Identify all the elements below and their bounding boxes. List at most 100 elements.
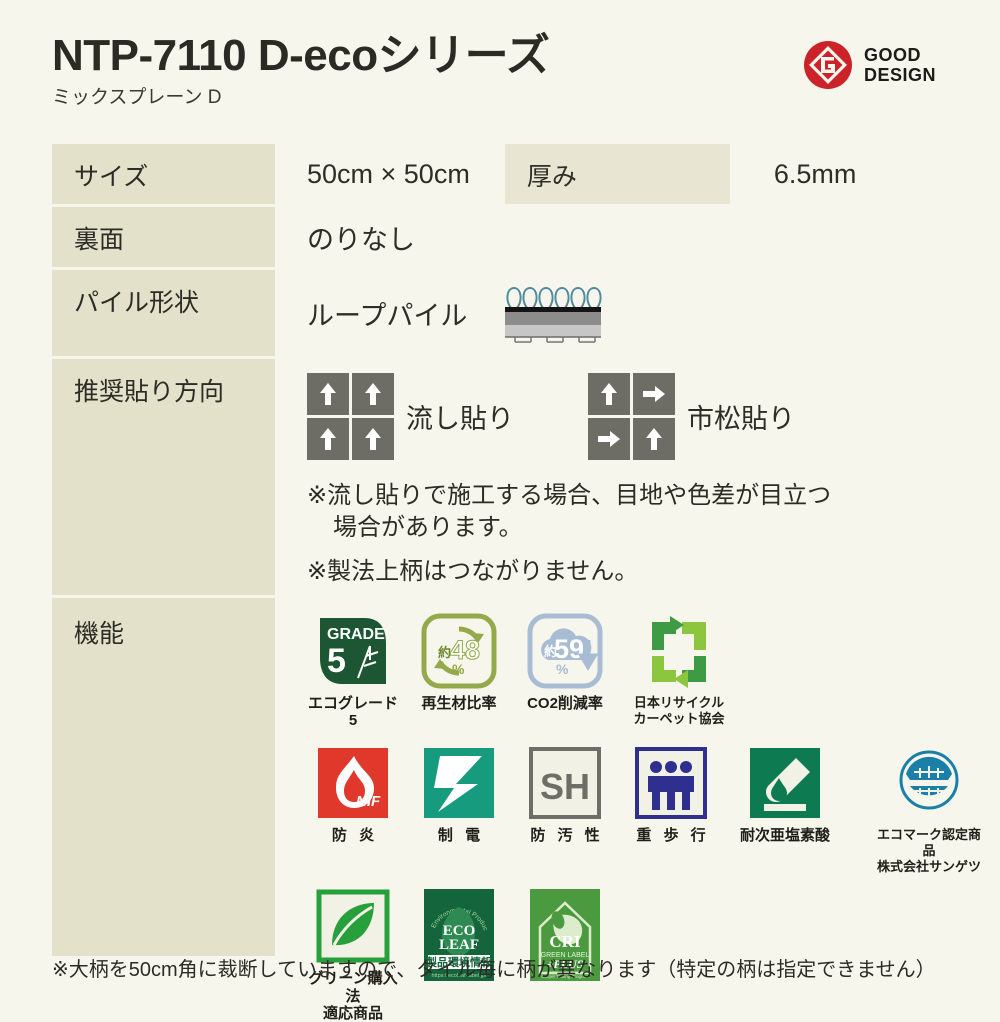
table-row-backing: 裏面 のりなし — [52, 207, 952, 267]
svg-text:製品環境情報: 製品環境情報 — [425, 955, 493, 969]
function-badge-co2-reduction: 約 59 % CO2削減率 — [519, 612, 611, 712]
row-label-size: サイズ — [52, 144, 275, 204]
tile-grid-monolithic — [307, 373, 394, 460]
pile-value: ループパイル — [307, 300, 468, 331]
function-caption: 再生材比率 — [421, 695, 497, 712]
flame-retardant-nif-badge-icon: NIF — [318, 747, 388, 818]
table-row-size: サイズ 50cm × 50cm 厚み 6.5mm — [52, 144, 952, 204]
function-caption: 制 電 — [437, 826, 485, 844]
function-badge-hypochlorite-resistant: 耐次亜塩素酸 — [731, 744, 839, 844]
eco-mark-badge-icon — [899, 750, 959, 809]
svg-text:約: 約 — [544, 644, 557, 659]
loop-pile-diagram-icon — [505, 286, 602, 343]
direction-label-monolithic: 流し貼り — [406, 404, 514, 434]
product-spec-sheet: NTP-7110 D-ecoシリーズ ミックスプレーン D GOOD DESIG… — [52, 31, 981, 1022]
footer-note: ※大柄を50cm角に裁断していますので、タイル毎に柄が異なります（特定の柄は指定… — [52, 959, 936, 981]
good-design-mark-icon — [803, 41, 852, 89]
svg-text:59: 59 — [554, 634, 584, 664]
recycle-arrows-badge-icon — [652, 616, 706, 688]
eco-grade-5-badge-icon: GRADE 5 — [320, 618, 386, 684]
svg-text:NIF: NIF — [462, 795, 487, 812]
function-caption: 防 炎 — [331, 826, 379, 844]
function-caption: エコマーク認定商品 株式会社サンゲツ — [876, 826, 981, 875]
tile-arrow-up — [633, 418, 675, 460]
row-value-functions-group: GRADE 5 エコグレード 5 — [275, 598, 983, 1022]
function-caption: エコグレード 5 — [307, 695, 398, 730]
direction-note-2: ※製法上柄はつながりません。 — [307, 557, 639, 585]
good-design-line1: GOOD — [863, 44, 921, 65]
function-badge-cri-green-label: CRI GREEN LABEL +PLUS Indoor Air Quality… — [519, 887, 611, 988]
svg-text:CRI: CRI — [549, 932, 581, 951]
arrow-up-icon — [365, 383, 381, 405]
row-value-direction-group: 流し貼り — [275, 359, 952, 595]
arrow-up-icon — [320, 428, 336, 450]
function-caption: 日本リサイクル カーペット協会 — [633, 695, 725, 727]
tile-arrow-right — [633, 373, 675, 415]
arrow-up-icon — [646, 428, 662, 450]
row-label-direction: 推奨貼り方向 — [52, 359, 275, 595]
row-label-functions: 機能 — [52, 598, 275, 956]
spec-table: サイズ 50cm × 50cm 厚み 6.5mm 裏面 のりなし パイル形状 ル… — [52, 144, 981, 1022]
function-badges-row-2: NIF 防 炎 NIF 制 電 — [307, 744, 983, 876]
cri-green-label-plus-badge-icon: CRI GREEN LABEL +PLUS Indoor Air Quality… — [530, 889, 600, 982]
stain-resistant-sh-badge-icon: SH — [529, 746, 601, 819]
function-badge-recycle-association: 日本リサイクル カーペット協会 — [625, 612, 733, 728]
svg-text:%: % — [452, 661, 465, 677]
co2-reduction-badge-icon: 約 59 % — [527, 613, 603, 689]
direction-note-1: ※流し貼りで施工する場合、目地や色差が目立つ 場合があります。 — [307, 482, 832, 541]
size-value: 50cm × 50cm — [307, 158, 470, 189]
function-caption: CO2削減率 — [527, 695, 603, 712]
function-badge-eco-mark: エコマーク認定商品 株式会社サンゲツ — [875, 744, 983, 876]
function-caption: 重 歩 行 — [636, 826, 710, 844]
svg-text:%: % — [556, 661, 569, 677]
svg-text:GRADE: GRADE — [327, 626, 385, 643]
arrow-up-icon — [365, 428, 381, 450]
tile-arrow-up — [352, 418, 394, 460]
recycled-content-badge-icon: 約 48 % — [421, 613, 497, 689]
function-caption: 防 汚 性 — [530, 826, 604, 844]
antistatic-nif-badge-icon: NIF — [424, 747, 494, 818]
svg-text:ECO: ECO — [443, 923, 476, 939]
table-row-direction: 推奨貼り方向 — [52, 359, 952, 595]
eco-leaf-badge-icon: Environmental Product Declaration ECO LE… — [420, 887, 494, 982]
function-badge-flame-retardant: NIF 防 炎 — [307, 744, 399, 844]
row-value-pile-group: ループパイル — [275, 270, 952, 356]
green-purchasing-leaf-badge-icon — [316, 889, 390, 963]
tile-arrow-right — [588, 418, 630, 460]
svg-text:5: 5 — [327, 642, 346, 680]
function-badge-stain-resistant: SH 防 汚 性 — [519, 744, 611, 844]
tile-grid-checkerboard — [588, 373, 675, 460]
svg-text:48: 48 — [450, 635, 480, 665]
svg-text:NIF: NIF — [356, 793, 381, 810]
arrow-up-icon — [601, 383, 617, 405]
arrow-right-icon — [643, 386, 665, 402]
direction-notes: ※流し貼りで施工する場合、目地や色差が目立つ 場合があります。 ※製法上柄はつな… — [307, 480, 952, 588]
svg-text:SH: SH — [540, 766, 590, 807]
row-label-backing: 裏面 — [52, 207, 275, 267]
tile-arrow-up — [588, 373, 630, 415]
function-badge-eco-grade: GRADE 5 エコグレード 5 — [307, 612, 399, 730]
good-design-line2: DESIGN — [863, 65, 936, 85]
row-label-pile: パイル形状 — [52, 270, 275, 356]
heavy-traffic-people-badge-icon — [635, 746, 707, 819]
tile-arrow-up — [307, 373, 349, 415]
row-value-size-group: 50cm × 50cm 厚み 6.5mm — [275, 144, 952, 204]
function-caption: 耐次亜塩素酸 — [739, 826, 830, 844]
svg-text:LEAF: LEAF — [439, 937, 479, 953]
svg-text:+PLUS: +PLUS — [547, 957, 584, 971]
table-row-pile: パイル形状 ループパイル — [52, 270, 952, 356]
good-design-text: GOOD DESIGN — [864, 45, 936, 85]
function-badge-eco-leaf: Environmental Product Declaration ECO LE… — [413, 887, 505, 988]
page-subtitle: ミックスプレーン D — [52, 87, 222, 108]
page-title: NTP-7110 D-ecoシリーズ — [52, 31, 550, 80]
tile-arrow-up — [307, 418, 349, 460]
tile-arrow-up — [352, 373, 394, 415]
direction-option-checkerboard: 市松貼り — [588, 373, 795, 460]
svg-text:https://ecoleaf-label.jp/: https://ecoleaf-label.jp/ — [431, 973, 487, 979]
arrow-up-icon — [320, 383, 336, 405]
row-label-thickness: 厚み — [504, 144, 730, 204]
direction-option-monolithic: 流し貼り — [307, 373, 514, 460]
table-row-functions: 機能 GRADE 5 — [52, 598, 981, 1022]
svg-text:Indoor Air Quality: Indoor Air Quality — [548, 970, 583, 975]
arrow-right-icon — [598, 431, 620, 447]
